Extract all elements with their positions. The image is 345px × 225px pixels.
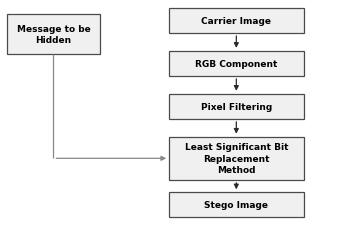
Text: Pixel Filtering: Pixel Filtering: [201, 102, 272, 111]
FancyBboxPatch shape: [169, 137, 304, 180]
FancyBboxPatch shape: [169, 94, 304, 119]
Text: Least Significant Bit
Replacement
Method: Least Significant Bit Replacement Method: [185, 143, 288, 175]
Text: Stego Image: Stego Image: [204, 200, 268, 209]
FancyBboxPatch shape: [7, 15, 100, 55]
Text: Message to be
Hidden: Message to be Hidden: [17, 25, 90, 45]
Text: RGB Component: RGB Component: [195, 60, 277, 69]
FancyBboxPatch shape: [169, 9, 304, 34]
Text: Carrier Image: Carrier Image: [201, 17, 271, 26]
FancyBboxPatch shape: [169, 192, 304, 217]
FancyBboxPatch shape: [169, 52, 304, 76]
